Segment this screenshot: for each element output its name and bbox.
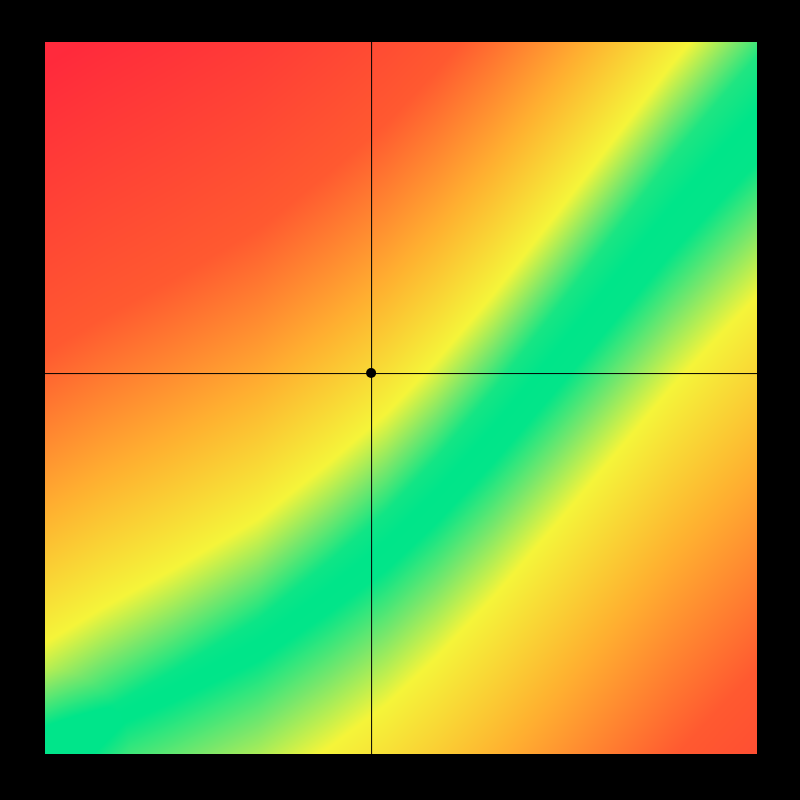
frame-left xyxy=(0,42,45,754)
frame-bottom xyxy=(0,754,800,800)
frame-top xyxy=(0,0,800,42)
heatmap-canvas xyxy=(45,42,757,754)
frame-right xyxy=(757,42,800,754)
heatmap-plot xyxy=(45,42,757,754)
chart-container: TheBottleneck.com xyxy=(0,0,800,800)
